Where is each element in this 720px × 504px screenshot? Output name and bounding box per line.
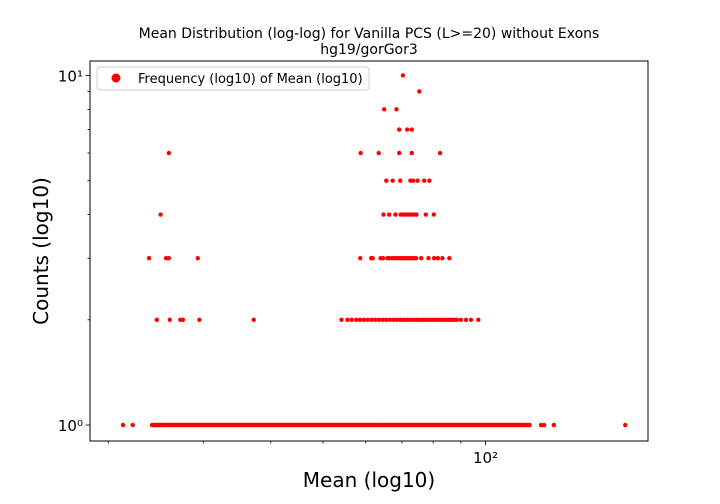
data-point (394, 317, 400, 322)
data-point (420, 317, 425, 322)
data-point (527, 422, 532, 428)
data-point (398, 317, 403, 322)
data-point (454, 317, 460, 322)
legend: Frequency (log10) of Mean (log10) (96, 66, 370, 91)
data-point (409, 150, 414, 156)
data-point (369, 317, 374, 322)
x-tick-label: 10² (473, 449, 498, 467)
data-point (458, 317, 464, 322)
x-axis-label: Mean (log10) (303, 468, 435, 492)
data-point (440, 256, 445, 261)
data-point (447, 256, 452, 261)
data-point (538, 422, 544, 428)
data-point (384, 317, 389, 322)
data-point (404, 317, 410, 322)
data-point (365, 317, 370, 322)
data-point (370, 256, 375, 261)
data-point (431, 256, 437, 261)
data-point (410, 178, 416, 183)
data-point (154, 317, 159, 322)
data-point (423, 212, 428, 217)
data-point (380, 317, 385, 322)
data-point (400, 73, 406, 78)
data-point (130, 422, 135, 428)
data-point (354, 317, 359, 322)
data-point (417, 317, 422, 322)
y-tick-label: 10¹ (58, 67, 83, 85)
data-point (158, 212, 163, 217)
data-point (339, 317, 344, 322)
data-point (166, 150, 172, 156)
data-points (120, 73, 628, 428)
data-point (409, 127, 414, 132)
data-point (387, 317, 393, 322)
data-point (407, 317, 413, 322)
data-point (427, 178, 432, 183)
chart-title-line2: hg19/gorGor3 (320, 42, 418, 58)
data-point (373, 317, 378, 322)
data-point (376, 150, 381, 156)
data-point (197, 317, 202, 322)
data-point (476, 317, 481, 322)
data-point (398, 178, 403, 183)
data-point (551, 422, 556, 428)
chart-title-line1: Mean Distribution (log-log) for Vanilla … (139, 26, 600, 42)
data-point (381, 212, 386, 217)
data-point (166, 256, 172, 261)
data-point (390, 178, 395, 183)
data-point (468, 317, 474, 322)
data-point (437, 150, 443, 156)
data-point (349, 317, 354, 322)
data-point (376, 317, 382, 322)
data-point (167, 317, 172, 322)
data-point (463, 317, 469, 322)
data-point (401, 317, 406, 322)
data-point (345, 317, 350, 322)
data-point (397, 127, 402, 132)
data-point (414, 212, 419, 217)
data-point (146, 256, 152, 261)
plot-area: 10² 10⁰ 10¹ (58, 60, 649, 467)
data-point (394, 107, 399, 112)
data-point (405, 127, 410, 132)
data-point (417, 89, 422, 94)
data-point (251, 317, 256, 322)
plot-frame (89, 60, 649, 442)
data-point (411, 317, 416, 322)
data-point (415, 178, 420, 183)
axis-ticks: 10² 10⁰ 10¹ (58, 67, 498, 467)
data-point (386, 212, 392, 217)
data-point (381, 107, 387, 112)
data-point (393, 212, 398, 217)
data-point (426, 256, 431, 261)
y-axis-label: Counts (log10) (29, 177, 53, 325)
data-point (391, 317, 396, 322)
data-point (414, 317, 419, 322)
data-point (380, 256, 386, 261)
data-point (120, 422, 126, 428)
data-point (384, 178, 389, 183)
data-point (422, 178, 427, 183)
data-point (541, 422, 547, 428)
data-point (358, 256, 363, 261)
data-point (357, 317, 363, 322)
data-point (397, 150, 402, 156)
data-point (358, 150, 363, 156)
data-point (180, 317, 186, 322)
legend-box (96, 66, 370, 91)
data-point (435, 256, 441, 261)
legend-marker (111, 73, 121, 83)
data-point (361, 317, 367, 322)
data-point (623, 422, 628, 428)
data-point (195, 256, 200, 261)
y-tick-label: 10⁰ (58, 417, 83, 435)
data-point (431, 212, 437, 217)
legend-label: Frequency (log10) of Mean (log10) (138, 72, 363, 87)
data-point (414, 256, 419, 261)
data-point (419, 256, 424, 261)
